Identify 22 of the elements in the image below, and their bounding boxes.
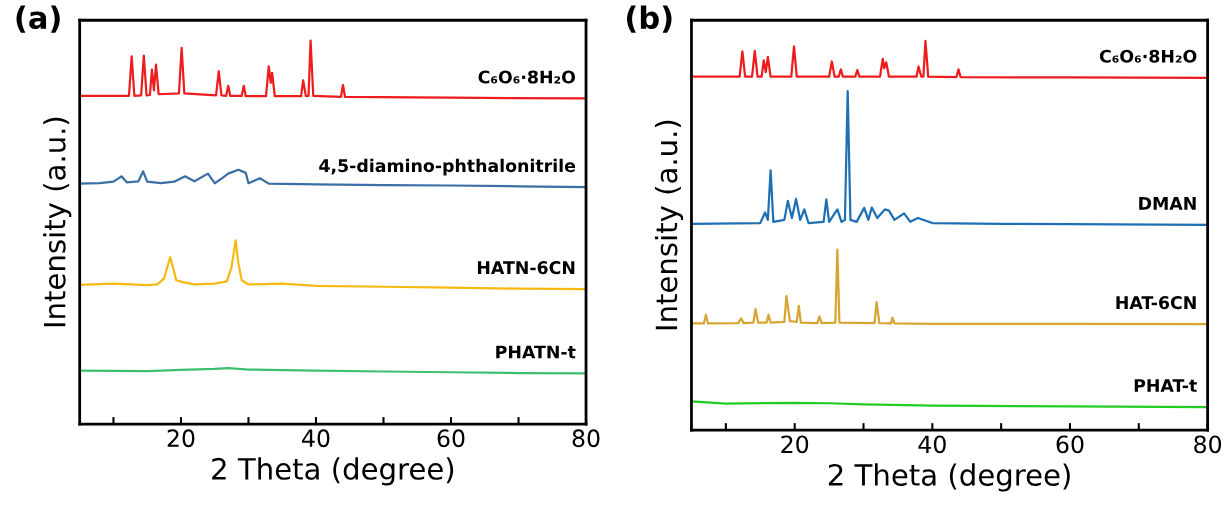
x-tick-label: 40 [918, 435, 946, 454]
series-label: DMAN [1139, 197, 1196, 210]
series-label: PHATN-t [496, 345, 576, 359]
x-tick-label: 60 [437, 429, 465, 448]
series-label: C₆O₆·8H₂O [1099, 49, 1197, 63]
series-label: HATN-6CN [477, 261, 575, 275]
series-label: PHAT-t [1134, 379, 1197, 392]
x-tick-label: 80 [572, 429, 600, 448]
y-axis-title: Intensity (a.u.) [654, 120, 684, 330]
series-label: HAT-6CN [1116, 296, 1196, 310]
chart-title: (a) [16, 5, 60, 33]
series-label: 4,5-diamino-phthalonitrile [319, 158, 576, 176]
x-tick-label: 20 [781, 435, 809, 454]
x-axis-title: 2 Theta (degree) [212, 457, 454, 486]
x-tick-label: 60 [1056, 435, 1084, 454]
x-tick-label: 40 [302, 429, 330, 448]
x-axis-title: 2 Theta (degree) [828, 463, 1070, 492]
series-label: C₆O₆·8H₂O [478, 70, 576, 84]
y-axis-title: Intensity (a.u.) [43, 117, 72, 327]
x-tick-label: 80 [1194, 435, 1222, 454]
chart-title: (b) [626, 5, 672, 33]
x-tick-label: 20 [167, 429, 195, 448]
